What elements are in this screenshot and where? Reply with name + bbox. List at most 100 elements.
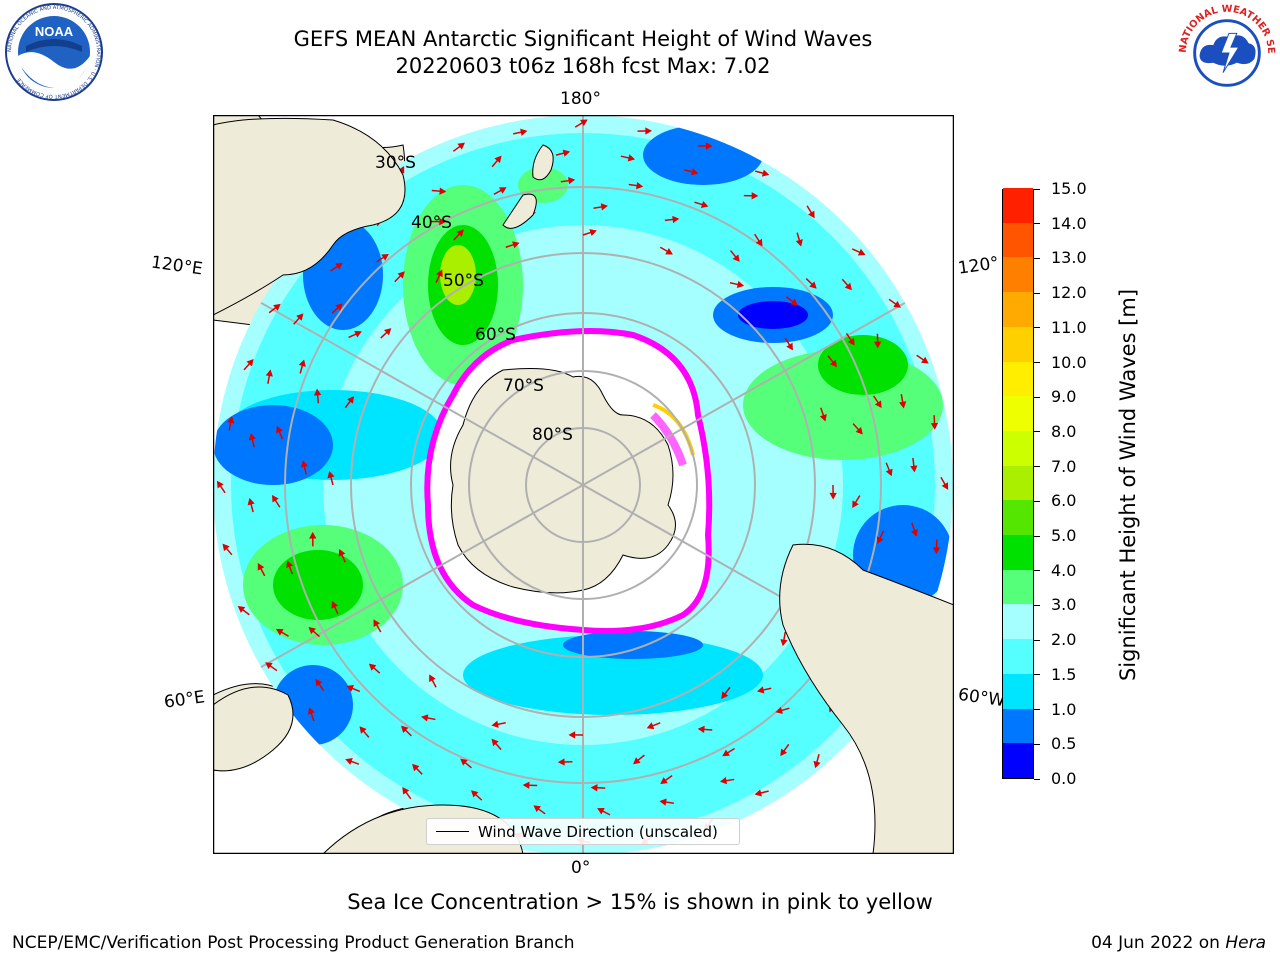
wave-direction-arrowhead [855,427,863,435]
wave-direction-arrowhead [829,492,837,500]
wave-direction-arrowhead [829,359,837,368]
footer-date-text: 04 Jun 2022 on [1091,933,1226,953]
colorbar-segment [1003,291,1033,327]
colorbar-segment [1003,569,1033,605]
wave-direction-arrowhead [512,241,520,249]
wave-direction-arrowhead [354,330,362,338]
wave-direction-arrowhead [498,187,507,194]
colorbar-tick-label: 8.0 [1051,421,1077,441]
wave-direction-arrowhead [520,128,528,136]
colorbar-tick [1034,639,1040,641]
wave-direction-arrowhead [844,282,852,291]
colorbar-segment [1003,395,1033,431]
wave-direction-arrowhead [457,142,465,150]
wave-direction-arrowhead [298,359,306,367]
wave-direction-arrowhead [456,229,464,237]
wave-direction-arrowhead [439,187,447,195]
wave-direction-arrowhead [308,627,316,635]
wave-direction-arrowhead [313,388,322,396]
colorbar-tick-label: 2.0 [1051,630,1077,650]
wave-direction-arrowhead [265,662,273,670]
wave-direction-arrowhead [373,619,381,627]
wave-direction-arrowhead [941,482,949,490]
wave-direction-arrowhead [562,149,571,157]
footer-date: 04 Jun 2022 on Hera [1091,933,1266,953]
wave-direction-arrowhead [296,313,304,321]
wave-direction-arrowhead [368,663,377,671]
colorbar-segment [1003,222,1033,258]
wave-direction-arrowhead [910,465,918,473]
wave-direction-arrowhead [275,628,284,636]
colorbar-segment [1003,708,1033,744]
wave-direction-arrowhead [899,401,907,409]
colorbar-segment [1003,534,1033,570]
colorbar-tick-label: 0.0 [1051,769,1077,788]
wave-direction-arrowhead [460,758,468,766]
wave-direction-arrowhead [589,229,597,237]
wave-direction-arrowhead [732,254,740,262]
wave-direction-arrowhead [359,726,367,734]
wave-direction-arrowhead [780,748,788,757]
wave-direction-arrowhead [930,422,939,430]
colorbar-tick-label: 13.0 [1051,248,1087,268]
wave-direction-arrowhead [660,777,668,785]
wave-direction-arrowhead [331,600,339,609]
lon-label-0: 0° [571,858,591,878]
colorbar-segment [1003,326,1033,362]
colorbar-tick [1034,709,1040,711]
wave-direction-arrowhead [876,536,884,544]
colorbar-tick [1034,743,1040,745]
colorbar-segment [1003,638,1033,674]
wave-direction-arrowhead [421,714,429,722]
wave-direction-arrowhead [309,531,317,539]
wave-direction-arrowhead [600,203,608,211]
wave-direction-arrowhead [401,725,409,733]
wave-direction-arrowhead [335,303,343,311]
colorbar-tick [1034,778,1040,780]
wave-direction-arrowhead [557,758,565,766]
wave-direction-arrowhead [633,757,641,765]
lon-label-120w: 120° [956,253,1001,279]
colorbar-segment [1003,742,1033,778]
colorbar-tick-label: 0.5 [1051,734,1077,754]
lat-label-80s: 80°S [532,425,573,445]
wave-direction-arrowhead [665,247,673,255]
lat-label-40s: 40°S [411,213,452,233]
wave-direction-arrowhead [857,248,866,256]
wave-direction-arrowhead [471,790,479,798]
wave-direction-arrowhead [721,691,729,699]
wave-direction-arrowhead [381,253,389,261]
map-frame [213,115,954,854]
wave-direction-arrowhead [719,777,728,785]
lon-label-60w: 60°W [956,684,1007,712]
wave-direction-arrowhead [757,686,765,694]
colorbar-tick [1034,674,1040,676]
chart-title: GEFS MEAN Antarctic Significant Height o… [293,27,873,51]
wave-direction-arrowhead [873,341,882,349]
wave-direction-arrowhead [790,298,798,306]
wave-direction-arrowhead [755,238,763,247]
wave-direction-arrowhead [491,720,499,728]
wave-direction-arrowhead [397,271,405,279]
wave-direction-arrowhead [227,416,235,424]
colorbar-tick [1034,257,1040,259]
wave-direction-arrowhead [932,547,941,555]
colorbar-tick [1034,570,1040,572]
colorbar-tick [1034,188,1040,190]
colorbar-label: Significant Height of Wind Waves [m] [1116,288,1140,682]
footer-host: Hera [1225,933,1266,953]
wave-direction-arrowhead [627,154,636,162]
wave-direction-arrowhead [795,239,803,247]
wave-direction-arrowhead [819,414,827,422]
wave-direction-arrowhead [786,342,793,351]
wave-direction-arrowhead [383,328,392,336]
continents [213,117,954,854]
colorbar-tick-label: 5.0 [1051,526,1077,546]
colorbar-tick-label: 9.0 [1051,387,1077,407]
wave-direction-arrowhead [237,605,246,613]
wave-direction-arrowhead [315,678,323,687]
colorbar-tick [1034,604,1040,606]
noaa-logo: NOAA NATIONAL OCEANIC AND ATMOSPHERIC AD… [5,3,103,101]
wave-direction-arrowhead [338,548,346,557]
colorbar [1002,187,1034,779]
